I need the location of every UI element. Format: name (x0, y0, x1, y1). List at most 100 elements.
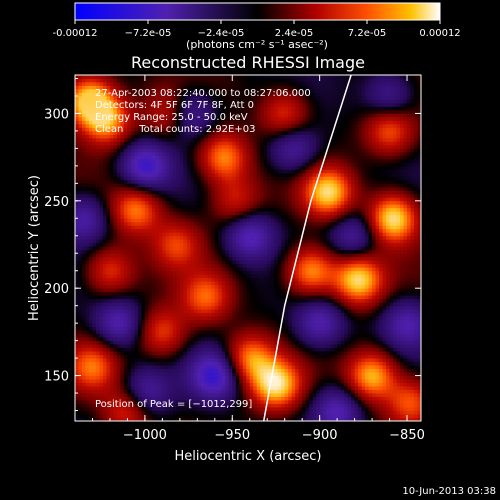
heatmap-cell (130, 375, 135, 380)
heatmap-cell (165, 75, 170, 79)
heatmap-cell (183, 207, 188, 212)
heatmap-cell (141, 102, 146, 107)
heatmap-cell (113, 95, 118, 100)
heatmap-cell (88, 134, 93, 139)
heatmap-cell (186, 113, 191, 118)
heatmap-cell (155, 319, 160, 324)
heatmap-cell (116, 326, 121, 331)
heatmap-cell (218, 242, 223, 247)
heatmap-cell (211, 99, 216, 104)
heatmap-cell (228, 302, 233, 307)
heatmap-cell (85, 148, 90, 153)
heatmap-cell (186, 123, 191, 128)
heatmap-cell (81, 305, 86, 310)
heatmap-cell (176, 400, 181, 404)
heatmap-cell (218, 179, 223, 184)
heatmap-cell (200, 386, 205, 390)
heatmap-cell (120, 379, 125, 383)
heatmap-cell (225, 193, 230, 198)
heatmap-cell (75, 333, 79, 338)
heatmap-cell (137, 386, 142, 390)
heatmap-cell (162, 242, 167, 247)
heatmap-cell (232, 270, 237, 275)
heatmap-cell (211, 379, 216, 383)
heatmap-cell (116, 225, 121, 230)
heatmap-cell (158, 211, 163, 216)
heatmap-cell (151, 333, 156, 338)
heatmap-cell (127, 256, 132, 261)
colorbar-tick-label: −7.2e-05 (125, 28, 172, 39)
heatmap-cell (186, 190, 191, 195)
heatmap-cell (137, 277, 142, 282)
heatmap-cell (179, 207, 184, 212)
heatmap-cell (102, 291, 107, 296)
heatmap-cell (127, 351, 132, 355)
heatmap-cell (211, 400, 216, 404)
heatmap-cell (176, 354, 181, 359)
heatmap-cell (88, 358, 93, 362)
heatmap-cell (235, 228, 240, 233)
heatmap-cell (207, 407, 212, 411)
heatmap-cell (232, 309, 237, 314)
heatmap-cell (190, 246, 195, 251)
heatmap-cell (172, 340, 177, 345)
heatmap-cell (207, 137, 212, 142)
heatmap-cell (127, 165, 132, 170)
heatmap-cell (204, 218, 209, 223)
heatmap-cell (232, 393, 237, 397)
heatmap-cell (130, 302, 135, 307)
heatmap-cell (148, 403, 153, 408)
heatmap-cell (144, 291, 149, 296)
heatmap-cell (123, 246, 128, 251)
heatmap-cell (102, 326, 107, 331)
heatmap-cell (176, 396, 181, 401)
heatmap-cell (137, 298, 142, 303)
heatmap-cell (207, 120, 212, 125)
heatmap-cell (116, 246, 121, 251)
heatmap-cell (78, 99, 83, 104)
heatmap-cell (151, 260, 156, 265)
heatmap-cell (151, 169, 156, 174)
heatmap-cell (193, 354, 198, 359)
heatmap-cell (123, 410, 128, 415)
heatmap-cell (232, 92, 237, 97)
heatmap-cell (109, 379, 114, 383)
heatmap-cell (186, 225, 191, 230)
heatmap-cell (214, 78, 219, 83)
heatmap-cell (102, 232, 107, 237)
heatmap-cell (151, 197, 156, 202)
heatmap-cell (151, 134, 156, 139)
heatmap-cell (109, 130, 114, 135)
heatmap-cell (81, 197, 86, 202)
heatmap-cell (225, 190, 230, 195)
heatmap-cell (102, 400, 107, 404)
heatmap-cell (134, 85, 139, 90)
heatmap-cell (190, 211, 195, 216)
heatmap-cell (186, 134, 191, 139)
heatmap-cell (179, 267, 184, 272)
heatmap-cell (200, 106, 205, 111)
heatmap-cell (211, 298, 216, 303)
heatmap-cell (239, 165, 244, 170)
heatmap-cell (88, 253, 93, 258)
heatmap-cell (162, 218, 167, 223)
heatmap-cell (172, 85, 177, 90)
heatmap-cell (137, 228, 142, 233)
heatmap-cell (225, 246, 230, 251)
heatmap-cell (228, 127, 233, 132)
heatmap-cell (172, 358, 177, 362)
heatmap-cell (148, 134, 153, 139)
heatmap-cell (186, 249, 191, 254)
heatmap-cell (242, 295, 247, 300)
heatmap-cell (176, 375, 181, 380)
heatmap-cell (204, 386, 209, 390)
heatmap-cell (225, 274, 230, 279)
heatmap-cell (197, 323, 202, 328)
heatmap-cell (92, 288, 97, 293)
heatmap-cell (211, 414, 216, 418)
heatmap-cell (99, 270, 104, 275)
heatmap-cell (204, 316, 209, 321)
heatmap-cell (75, 190, 79, 195)
heatmap-cell (141, 417, 146, 421)
heatmap-cell (190, 162, 195, 167)
